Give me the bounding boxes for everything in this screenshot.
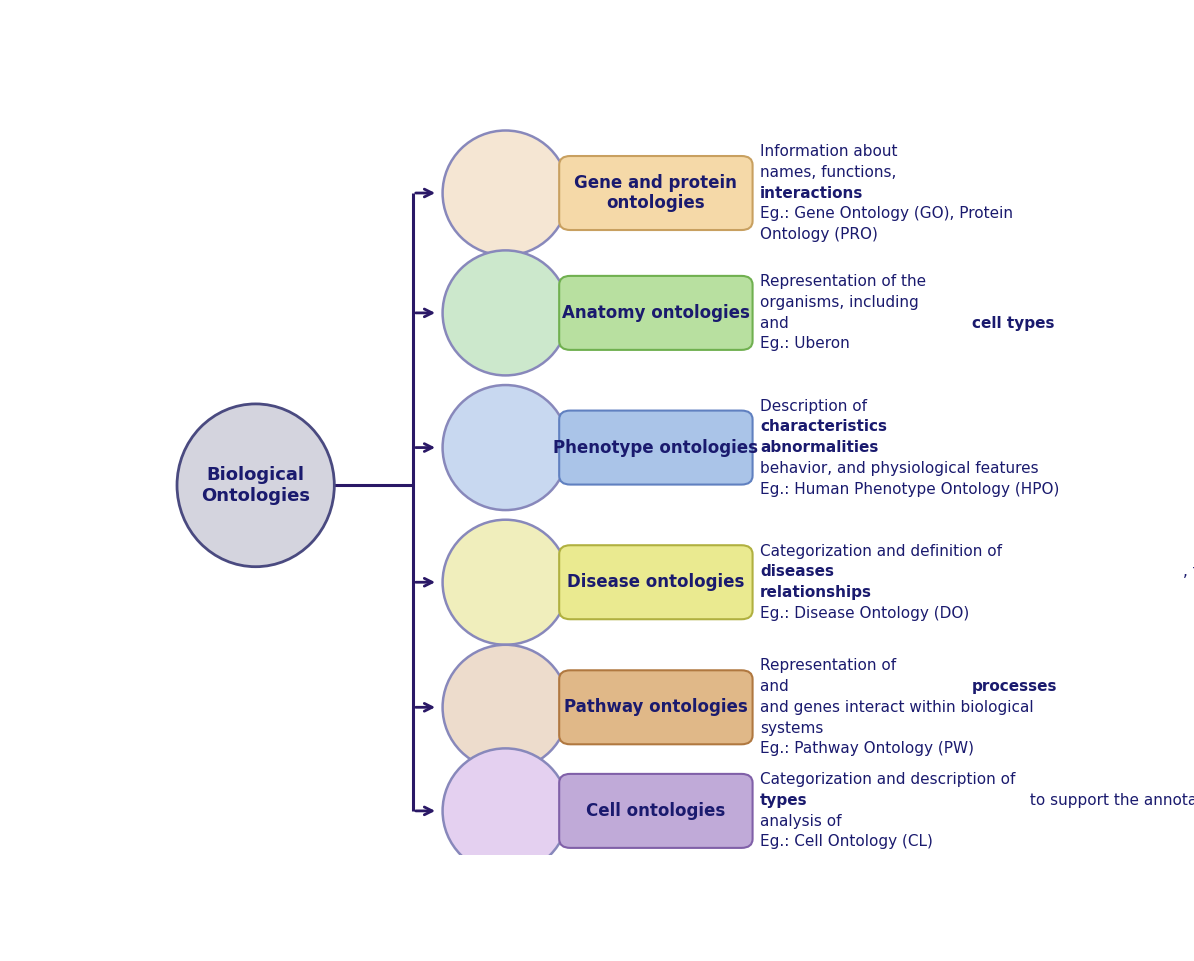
Text: relationships: relationships [761,585,872,600]
Text: analysis of: analysis of [761,814,847,828]
Text: and: and [761,679,794,694]
Text: cell types: cell types [972,316,1054,331]
Ellipse shape [443,520,568,645]
Text: Categorization and definition of: Categorization and definition of [761,544,1002,558]
Text: types: types [761,793,807,808]
FancyBboxPatch shape [559,774,752,848]
Text: Representation of the: Representation of the [761,274,931,289]
Text: Anatomy ontologies: Anatomy ontologies [562,304,750,322]
Text: names, functions,: names, functions, [761,164,901,180]
Text: Ontology (PRO): Ontology (PRO) [761,227,878,242]
Text: Representation of: Representation of [761,658,901,674]
Text: interactions: interactions [761,185,863,201]
Ellipse shape [443,385,568,510]
Text: diseases: diseases [761,564,833,579]
Text: organisms, including: organisms, including [761,295,924,310]
FancyBboxPatch shape [559,671,752,744]
Text: Disease ontologies: Disease ontologies [567,574,745,591]
Ellipse shape [443,131,568,256]
Text: Eg.: Disease Ontology (DO): Eg.: Disease Ontology (DO) [761,605,970,621]
Ellipse shape [443,645,568,770]
Text: Eg.: Uberon: Eg.: Uberon [761,336,850,352]
Text: processes: processes [972,679,1057,694]
Text: and: and [761,316,794,331]
Text: Pathway ontologies: Pathway ontologies [564,699,747,716]
Text: characteristics: characteristics [761,419,887,434]
Ellipse shape [443,251,568,376]
Text: Biological
Ontologies: Biological Ontologies [201,466,310,505]
Text: Categorization and description of: Categorization and description of [761,773,1020,787]
Text: and genes interact within biological: and genes interact within biological [761,700,1034,715]
Text: Eg.: Pathway Ontology (PW): Eg.: Pathway Ontology (PW) [761,741,974,756]
Text: Eg.: Cell Ontology (CL): Eg.: Cell Ontology (CL) [761,834,933,850]
Text: Eg.: Human Phenotype Ontology (HPO): Eg.: Human Phenotype Ontology (HPO) [761,481,1059,497]
Text: behavior, and physiological features: behavior, and physiological features [761,460,1039,476]
Ellipse shape [177,404,334,567]
Ellipse shape [443,749,568,874]
Text: Information about: Information about [761,144,903,160]
Text: systems: systems [761,721,824,735]
FancyBboxPatch shape [559,410,752,484]
Text: to support the annotation and: to support the annotation and [1024,793,1194,808]
FancyBboxPatch shape [559,545,752,619]
Text: Phenotype ontologies: Phenotype ontologies [553,438,758,456]
Text: Description of: Description of [761,399,872,413]
Text: Gene and protein
ontologies: Gene and protein ontologies [574,174,738,212]
FancyBboxPatch shape [559,156,752,230]
Text: Eg.: Gene Ontology (GO), Protein: Eg.: Gene Ontology (GO), Protein [761,207,1013,221]
Text: , their: , their [1183,564,1194,579]
FancyBboxPatch shape [559,276,752,350]
Text: abnormalities: abnormalities [761,440,879,456]
Text: Cell ontologies: Cell ontologies [586,801,726,820]
